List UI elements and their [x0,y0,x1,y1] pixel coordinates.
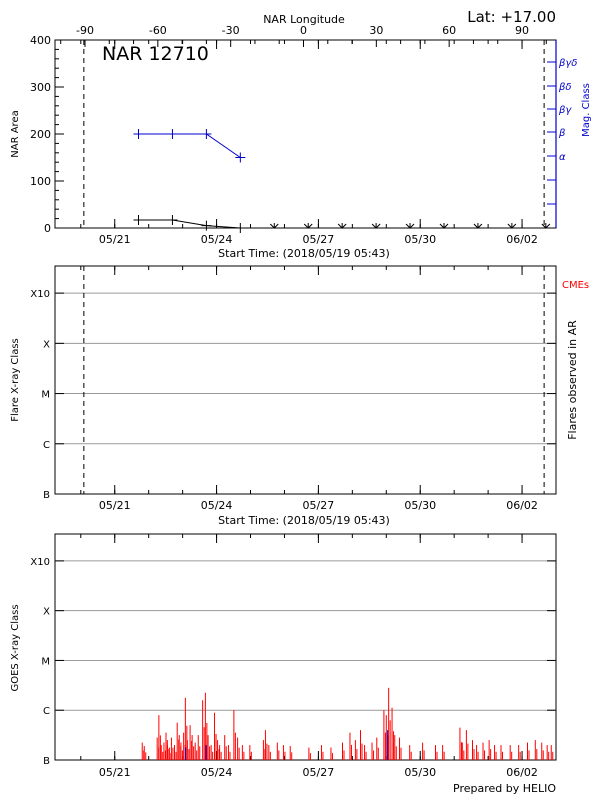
mag-class-tick-label: α [559,152,566,163]
nar-area-date-tick-label: 05/21 [99,233,131,246]
goes-date-tick-label: 05/30 [404,766,436,779]
flares-observed-label: Flares observed in AR [566,320,579,440]
nar-area-x-label: Start Time: (2018/05/19 05:43) [218,247,390,260]
goes-y-tick-label: C [43,706,50,717]
goes-date-tick-label: 06/02 [506,766,538,779]
goes-y-tick-label: X10 [30,557,50,568]
prepared-by-label: Prepared by HELIO [453,782,556,795]
mag-class-series-point [201,129,212,139]
longitude-axis-label: NAR Longitude [263,13,345,26]
goes-date-tick-label: 05/21 [99,766,131,779]
flare-class-y-tick-label: C [43,440,50,451]
zero-area-marker [337,223,347,229]
mag-class-series-point [235,152,246,163]
area-series-point [133,215,144,226]
flare-class-y-tick-label: X10 [30,289,50,300]
nar-area-date-tick-label: 06/02 [506,233,538,246]
zero-area-marker [439,223,449,229]
nar-area-y-tick-label: 300 [30,81,51,94]
nar-area-date-tick-label: 05/24 [201,233,233,246]
nar-area-panel: 05/21 05/24 05/27 05/30 06/020100200300400NA… [10,13,592,260]
flare-class-frame [54,265,557,495]
mag-class-series-point [133,129,144,139]
goes-y-label: GOES X-ray Class [10,604,21,691]
longitude-tick-label: -30 [222,24,240,37]
goes-y-tick-label: X [43,607,50,618]
mag-class-tick-label: βγδ [558,58,577,69]
longitude-tick-label: -60 [149,24,167,37]
mag-class-label: Mag. Class [581,83,592,137]
mag-class-series-point [167,129,178,139]
flare-class-y-label: Flare X-ray Class [10,338,21,422]
flare-class-date-tick-label: 05/21 [99,499,131,512]
goes-y-tick-label: B [43,756,50,767]
goes-date-tick-label: 05/24 [201,766,233,779]
goes-xray-panel: B C M X X10 05/21 05/24 05/27 05/30 06/02 GOES X-r… [10,533,557,779]
longitude-tick-label: 90 [515,24,529,37]
goes-date-tick-label: 05/27 [303,766,335,779]
nar-area-y-label: NAR Area [10,110,21,157]
flare-class-y-tick-label: B [43,490,50,501]
nar-area-date-tick-label: 05/30 [404,233,436,246]
zero-area-marker [507,223,517,229]
longitude-tick-label: 60 [442,24,456,37]
goes-frame [54,533,557,761]
nar-area-date-tick-label: 05/27 [303,233,335,246]
zero-area-marker [405,223,415,229]
area-series-line [138,219,241,229]
longitude-tick-label: -90 [76,24,94,37]
longitude-tick-label: 30 [369,24,383,37]
mag-class-tick-label: βγ [558,105,572,116]
mag-class-tick-label: βδ [558,82,572,93]
area-series-point [201,220,212,231]
nar-area-frame [54,39,557,229]
cmes-legend-label: CMEs [562,280,589,291]
nar-area-y-tick-label: 0 [44,222,51,235]
goes-y-tick-label: M [41,656,50,667]
flare-class-date-tick-label: 06/02 [506,499,538,512]
flare-class-date-tick-label: 05/30 [404,499,436,512]
flare-class-x-label: Start Time: (2018/05/19 05:43) [218,514,390,527]
flare-class-date-tick-label: 05/24 [201,499,233,512]
zero-area-marker [303,223,313,229]
zero-area-marker [541,223,551,229]
zero-area-marker [473,223,483,229]
zero-area-marker [269,223,279,229]
nar-area-y-tick-label: 100 [30,175,51,188]
area-series-point [167,215,178,226]
longitude-tick-label: 0 [300,24,307,37]
mag-class-tick-label: β [558,128,566,139]
flare-class-panel: B C M X X10 05/21 05/24 05/27 05/30 06/02 Flare X-… [10,265,589,527]
nar-area-y-tick-label: 400 [30,34,51,47]
flare-class-y-tick-label: X [43,339,50,350]
flare-class-date-tick-label: 05/27 [303,499,335,512]
lat-label: Lat: +17.00 [467,8,556,26]
mag-class-series-line [138,133,241,158]
flare-class-y-tick-label: M [41,390,50,401]
zero-area-marker [371,223,381,229]
nar-area-y-tick-label: 200 [30,128,51,141]
region-label: NAR 12710 [102,43,209,65]
